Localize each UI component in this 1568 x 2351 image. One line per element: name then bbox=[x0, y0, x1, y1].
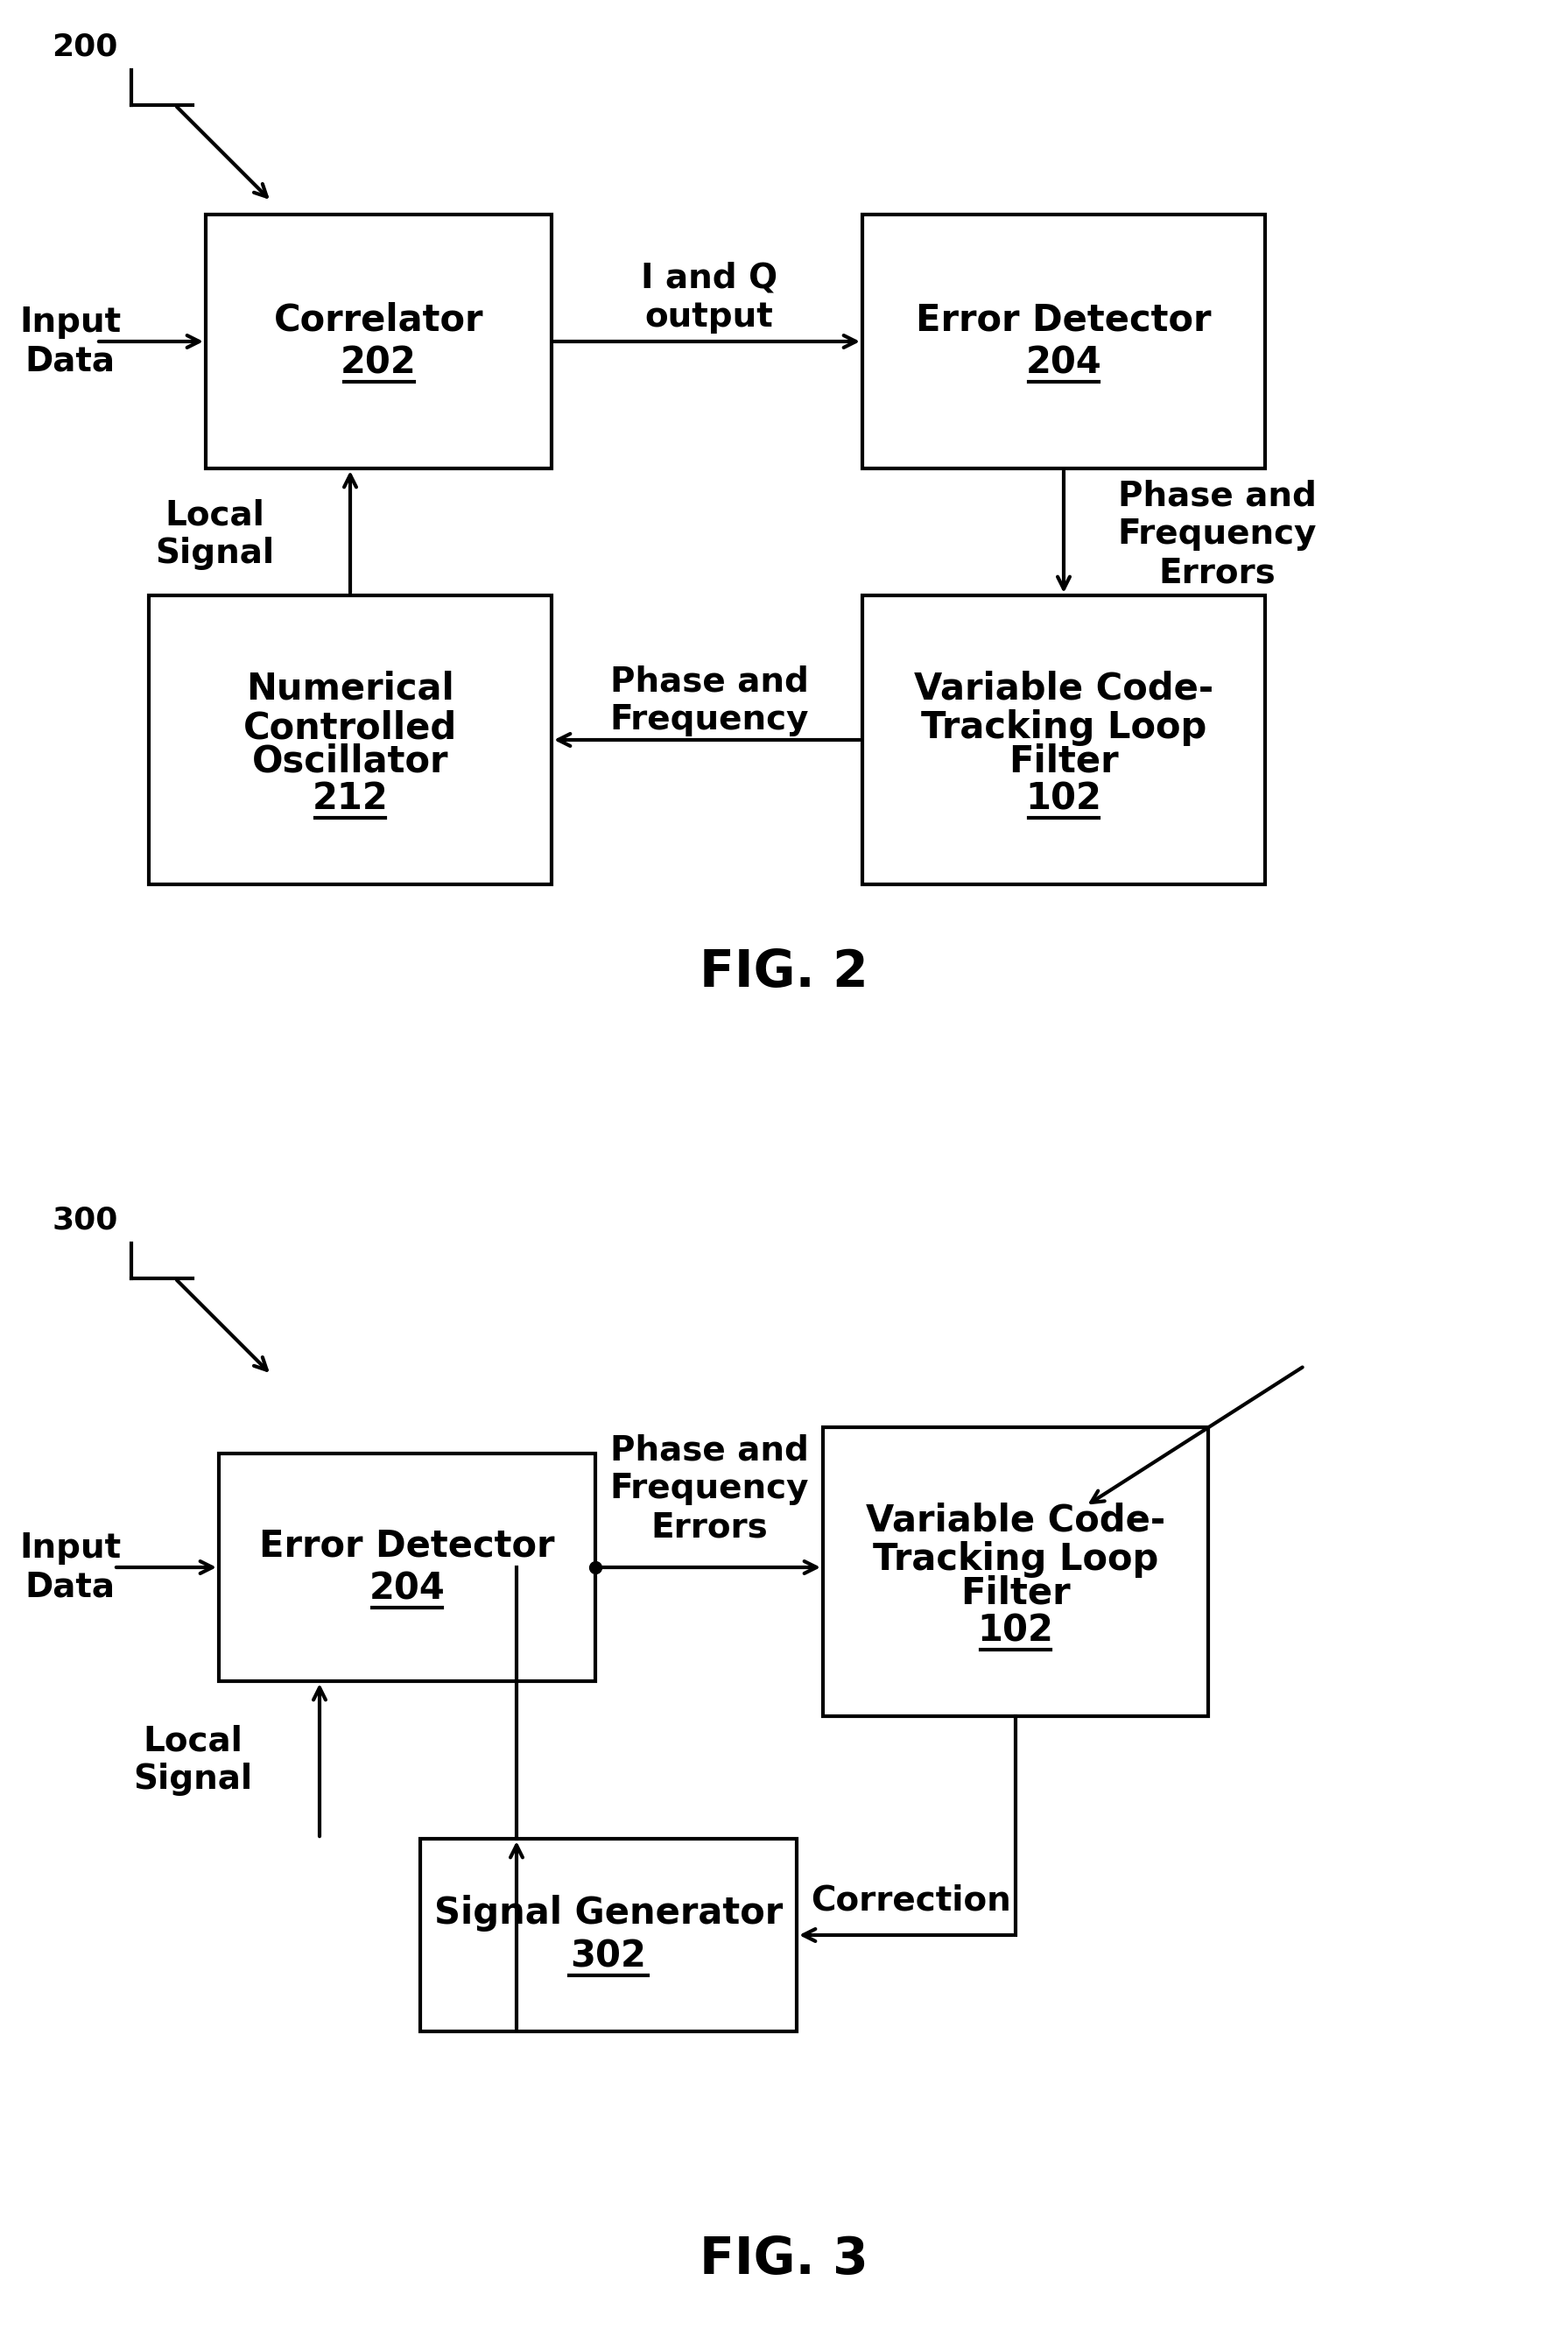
Text: 302: 302 bbox=[571, 1937, 646, 1975]
Bar bbox=[149, 595, 552, 884]
Text: Variable Code-: Variable Code- bbox=[866, 1502, 1165, 1540]
Text: Filter: Filter bbox=[961, 1575, 1071, 1613]
Text: Local
Signal: Local Signal bbox=[133, 1723, 252, 1796]
Text: FIG. 3: FIG. 3 bbox=[699, 2233, 869, 2285]
Bar bbox=[420, 1838, 797, 2031]
Text: FIG. 2: FIG. 2 bbox=[699, 947, 869, 997]
Text: Phase and
Frequency
Errors: Phase and Frequency Errors bbox=[1118, 480, 1317, 590]
Bar bbox=[205, 214, 552, 468]
Text: Correction: Correction bbox=[811, 1883, 1011, 1916]
Text: Phase and
Frequency: Phase and Frequency bbox=[610, 665, 809, 736]
Bar bbox=[862, 214, 1265, 468]
Text: Oscillator: Oscillator bbox=[252, 743, 448, 781]
Text: Tracking Loop: Tracking Loop bbox=[920, 710, 1207, 748]
Text: Variable Code-: Variable Code- bbox=[914, 670, 1214, 708]
Text: Numerical: Numerical bbox=[246, 670, 455, 708]
Text: 300: 300 bbox=[52, 1204, 118, 1234]
Bar bbox=[823, 1427, 1209, 1716]
Text: 204: 204 bbox=[1025, 346, 1102, 381]
Text: Local
Signal: Local Signal bbox=[155, 498, 274, 569]
Text: Phase and
Frequency
Errors: Phase and Frequency Errors bbox=[610, 1434, 809, 1545]
Text: 200: 200 bbox=[52, 31, 118, 61]
Text: Tracking Loop: Tracking Loop bbox=[873, 1542, 1159, 1578]
Text: Correlator: Correlator bbox=[274, 301, 483, 339]
Text: Filter: Filter bbox=[1008, 743, 1118, 781]
Text: Error Detector: Error Detector bbox=[916, 301, 1212, 339]
Text: Signal Generator: Signal Generator bbox=[434, 1895, 782, 1933]
Bar bbox=[220, 1453, 596, 1681]
Bar bbox=[862, 595, 1265, 884]
Text: Input
Data: Input Data bbox=[19, 1531, 121, 1603]
Text: Error Detector: Error Detector bbox=[259, 1528, 555, 1563]
Text: 102: 102 bbox=[1025, 781, 1102, 818]
Text: Input
Data: Input Data bbox=[19, 306, 121, 379]
Text: I and Q
output: I and Q output bbox=[641, 261, 778, 334]
Text: 204: 204 bbox=[368, 1570, 445, 1608]
Text: 202: 202 bbox=[340, 346, 417, 381]
Text: Controlled: Controlled bbox=[243, 710, 458, 748]
Text: 102: 102 bbox=[977, 1613, 1054, 1648]
Text: 212: 212 bbox=[312, 781, 389, 818]
